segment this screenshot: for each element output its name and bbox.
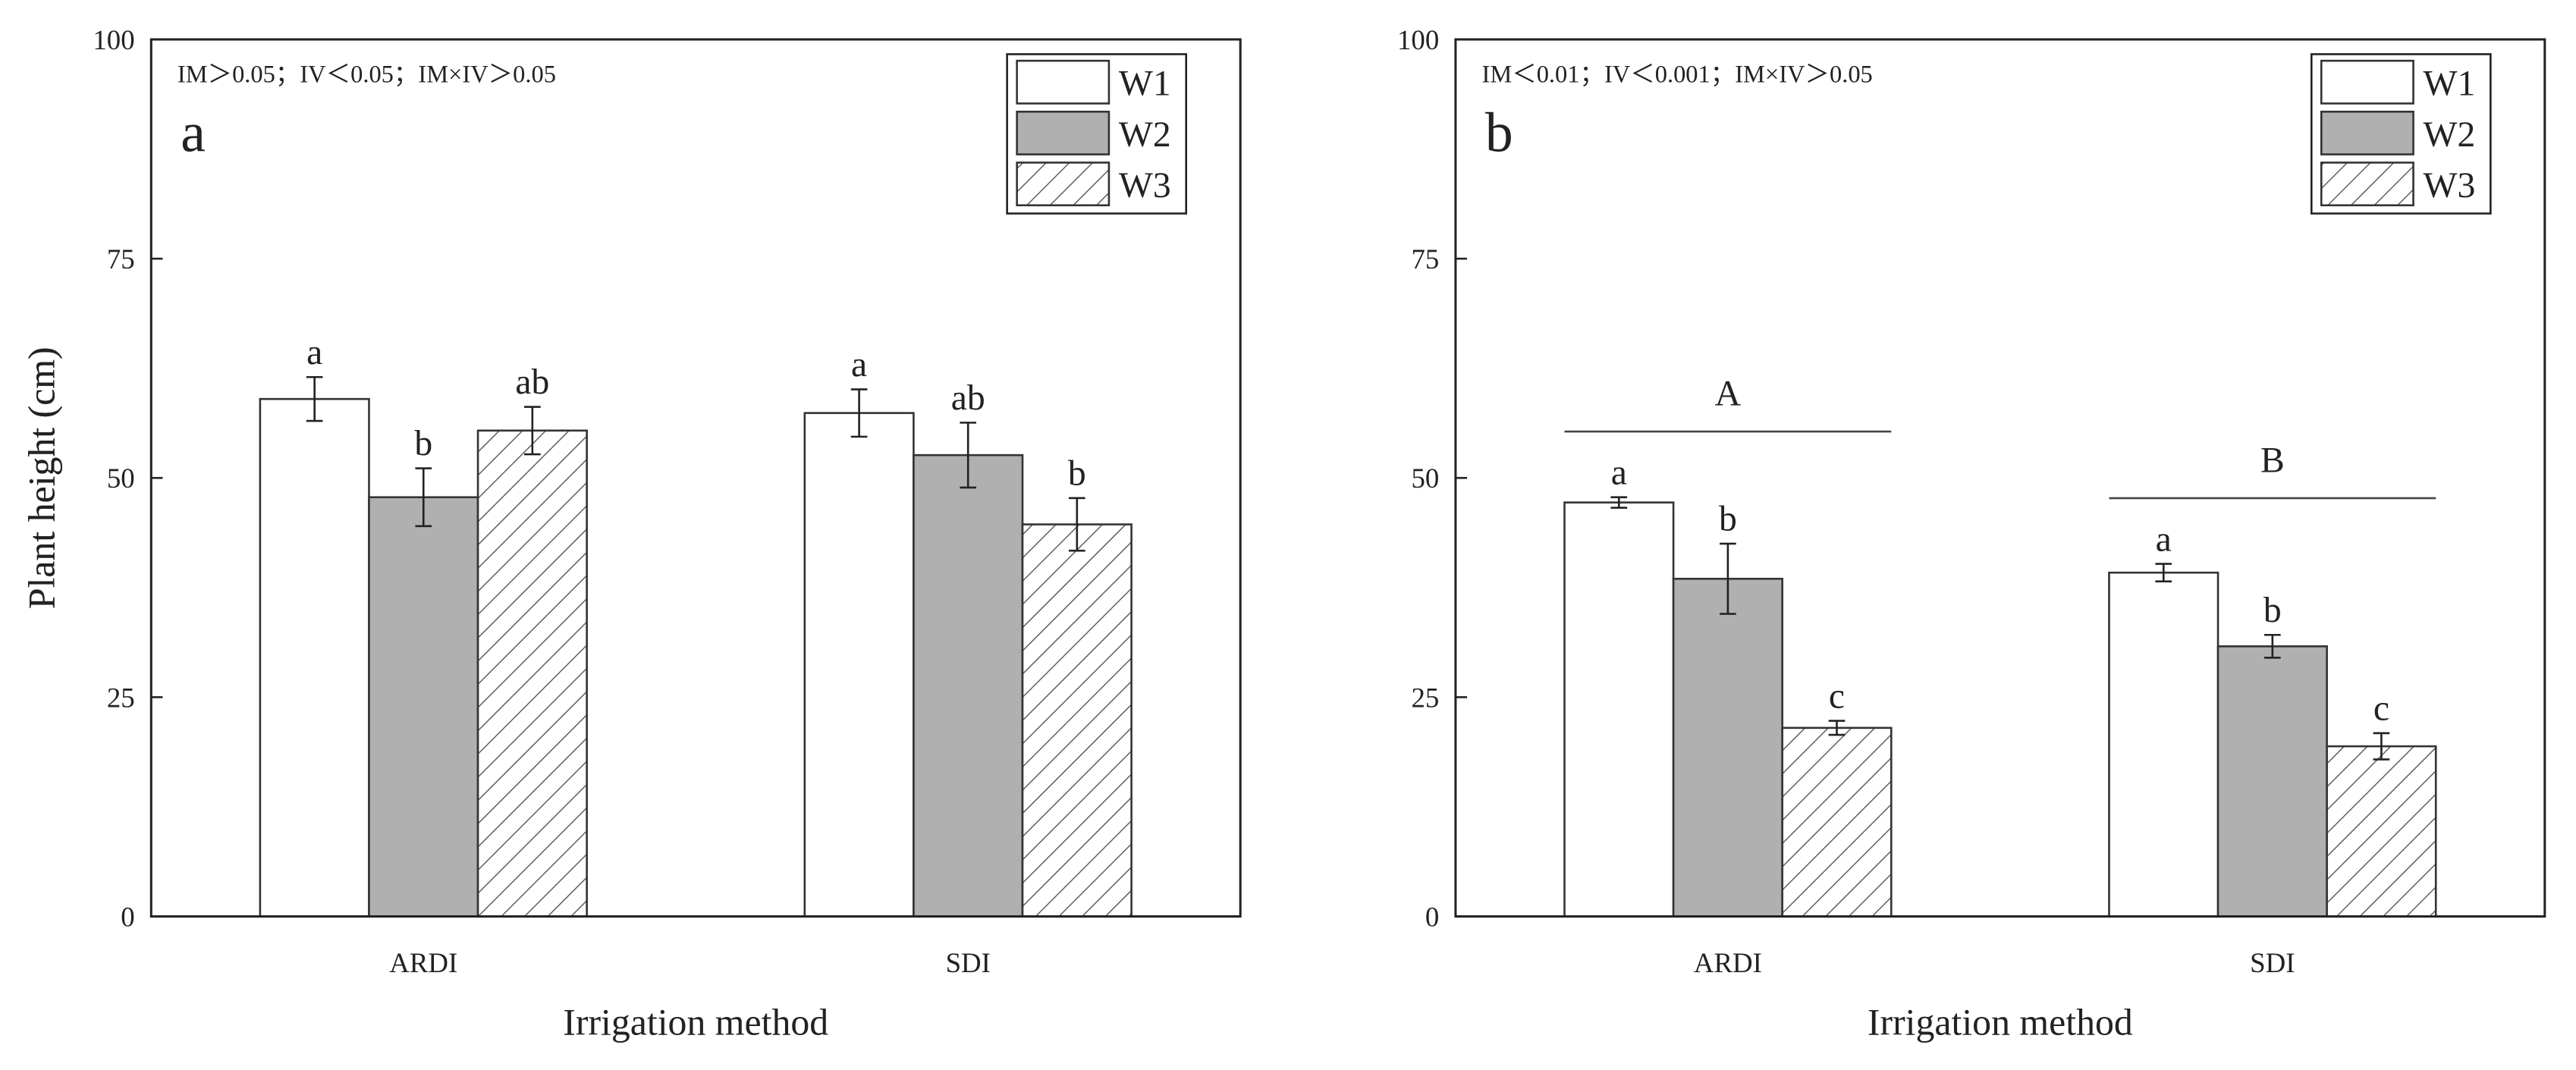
panel-label: a — [181, 101, 206, 163]
x-tick-label: SDI — [946, 947, 991, 978]
legend-swatch — [2320, 59, 2414, 105]
significance-letter: b — [1719, 500, 1737, 539]
significance-letter: b — [414, 424, 432, 463]
y-axis-label: Plant height (cm) — [21, 347, 63, 609]
significance-letter: a — [306, 333, 322, 372]
legend-label: W2 — [2424, 115, 2476, 155]
bar — [2326, 745, 2437, 918]
annotation: IM＞0.05；IV＜0.05；IM×IV＞0.05 — [177, 61, 556, 88]
y-tick-label: 25 — [1411, 682, 1439, 713]
y-tick-label: 25 — [107, 682, 135, 713]
legend-label: W3 — [2424, 166, 2476, 206]
y-axis-label: Plant height (cm) — [21, 347, 63, 609]
y-tick-label: 100 — [93, 24, 134, 55]
bar — [1021, 523, 1132, 918]
significance-letter: ab — [515, 362, 549, 402]
y-tick-label: 50 — [107, 463, 135, 494]
bar — [476, 429, 588, 918]
significance-letter: c — [1829, 676, 1845, 716]
bar — [913, 453, 1024, 918]
bar — [1672, 577, 1783, 918]
panel-label: b — [1485, 101, 1513, 163]
significance-letter: c — [2373, 689, 2389, 728]
x-axis-label: Irrigation method — [563, 1001, 828, 1043]
legend-label: W1 — [2424, 64, 2476, 104]
y-tick-label: 50 — [1411, 463, 1439, 494]
x-tick-label: ARDI — [389, 947, 457, 978]
bar — [1781, 726, 1893, 918]
plot-frame — [1454, 38, 2546, 918]
legend-label: W1 — [1119, 64, 1171, 104]
significance-letter: b — [2263, 591, 2282, 630]
significance-letter: a — [1611, 453, 1627, 492]
group-letter: B — [2260, 441, 2285, 480]
x-tick-label: ARDI — [1694, 947, 1762, 978]
y-tick-label: 100 — [1397, 24, 1439, 55]
x-axis-label: Irrigation method — [1868, 1001, 2133, 1043]
legend-swatch — [2320, 162, 2414, 207]
annotation: IM＜0.01；IV＜0.001；IM×IV＞0.05 — [1482, 61, 1873, 88]
significance-letter: a — [851, 345, 867, 384]
legend-swatch — [2320, 110, 2414, 155]
significance-letter: a — [2156, 519, 2172, 559]
bar — [1563, 501, 1675, 918]
legend-swatch — [1016, 110, 1111, 155]
x-tick-label: SDI — [2250, 947, 2295, 978]
plot-frame — [149, 38, 1242, 918]
legend-swatch — [1016, 59, 1111, 105]
bar — [803, 412, 915, 918]
significance-letter: ab — [951, 378, 985, 418]
bar — [368, 496, 479, 918]
legend-label: W2 — [1119, 115, 1171, 155]
legend-label: W3 — [1119, 166, 1171, 206]
bar — [2216, 645, 2328, 918]
y-tick-label: 75 — [107, 243, 135, 275]
group-letter: A — [1715, 374, 1742, 413]
y-tick-label: 0 — [121, 901, 134, 932]
legend-swatch — [1016, 162, 1111, 207]
significance-letter: b — [1068, 454, 1086, 494]
y-tick-label: 75 — [1411, 243, 1439, 275]
bar — [2108, 571, 2219, 918]
bar — [259, 397, 370, 918]
y-tick-label: 0 — [1425, 901, 1439, 932]
